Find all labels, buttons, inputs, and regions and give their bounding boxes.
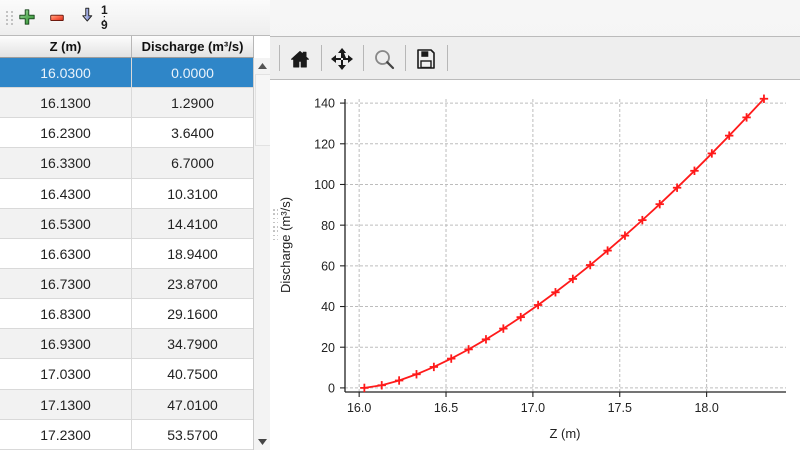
svg-text:0: 0: [328, 382, 335, 396]
svg-text:Discharge (m³/s): Discharge (m³/s): [278, 197, 293, 293]
svg-text:140: 140: [314, 97, 335, 111]
svg-text:16.5: 16.5: [434, 401, 458, 415]
svg-text:40: 40: [321, 300, 335, 314]
svg-text:17.5: 17.5: [608, 401, 632, 415]
svg-text:100: 100: [314, 178, 335, 192]
svg-text:16.0: 16.0: [347, 401, 371, 415]
svg-text:60: 60: [321, 259, 335, 273]
svg-text:17.0: 17.0: [521, 401, 545, 415]
svg-text:20: 20: [321, 341, 335, 355]
svg-text:80: 80: [321, 219, 335, 233]
svg-text:120: 120: [314, 137, 335, 151]
svg-text:Z (m): Z (m): [549, 426, 580, 441]
svg-text:18.0: 18.0: [694, 401, 718, 415]
